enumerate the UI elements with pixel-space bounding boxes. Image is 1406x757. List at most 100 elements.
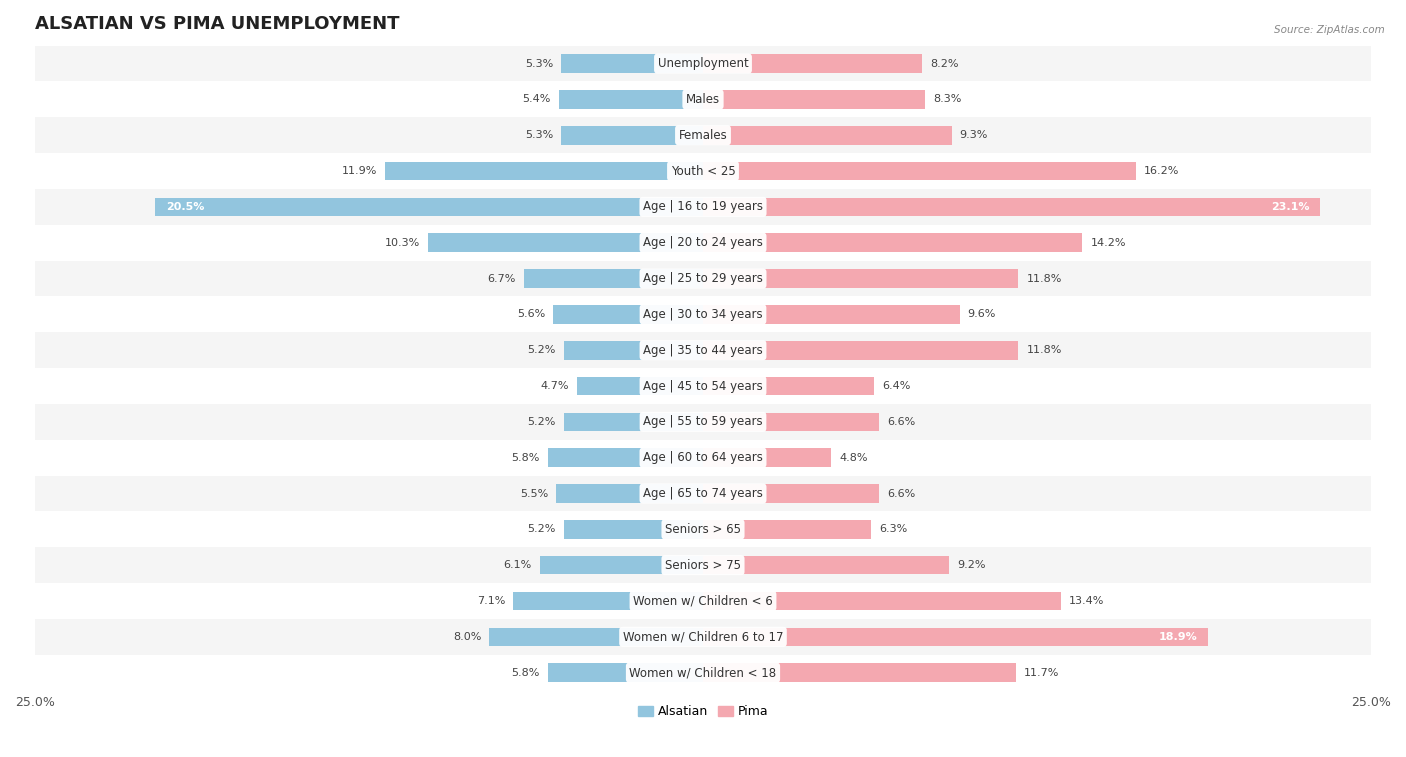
Text: 6.1%: 6.1% xyxy=(503,560,531,570)
Bar xyxy=(35,117,1371,153)
Text: Age | 30 to 34 years: Age | 30 to 34 years xyxy=(643,308,763,321)
Bar xyxy=(35,583,1371,619)
Bar xyxy=(35,153,1371,189)
Text: 11.8%: 11.8% xyxy=(1026,273,1062,284)
Text: 11.7%: 11.7% xyxy=(1024,668,1059,678)
Bar xyxy=(703,377,875,395)
Bar xyxy=(35,297,1371,332)
Bar xyxy=(703,233,1083,252)
Text: 5.3%: 5.3% xyxy=(524,130,554,140)
Bar xyxy=(35,547,1371,583)
Text: 5.8%: 5.8% xyxy=(512,453,540,463)
Text: 9.2%: 9.2% xyxy=(957,560,986,570)
Bar xyxy=(703,556,949,575)
Bar xyxy=(703,663,1015,682)
Bar xyxy=(564,413,703,431)
Text: 20.5%: 20.5% xyxy=(166,202,204,212)
Text: 11.8%: 11.8% xyxy=(1026,345,1062,355)
Text: 7.1%: 7.1% xyxy=(477,596,505,606)
Text: Unemployment: Unemployment xyxy=(658,57,748,70)
Text: 6.6%: 6.6% xyxy=(887,488,915,499)
Text: Source: ZipAtlas.com: Source: ZipAtlas.com xyxy=(1274,25,1385,35)
Text: 5.5%: 5.5% xyxy=(520,488,548,499)
Text: 5.4%: 5.4% xyxy=(522,95,551,104)
Text: 6.7%: 6.7% xyxy=(488,273,516,284)
Text: 6.4%: 6.4% xyxy=(882,381,911,391)
Text: 6.3%: 6.3% xyxy=(879,525,908,534)
Bar xyxy=(155,198,703,217)
Text: 11.9%: 11.9% xyxy=(342,166,377,176)
Bar xyxy=(703,55,922,73)
Bar xyxy=(35,655,1371,690)
Bar xyxy=(703,413,879,431)
Text: 10.3%: 10.3% xyxy=(384,238,420,248)
Text: 8.2%: 8.2% xyxy=(931,58,959,69)
Bar xyxy=(703,484,879,503)
Text: 5.3%: 5.3% xyxy=(524,58,554,69)
Bar xyxy=(564,341,703,360)
Bar xyxy=(703,341,1018,360)
Bar xyxy=(35,45,1371,82)
Bar xyxy=(703,90,925,109)
Text: Age | 55 to 59 years: Age | 55 to 59 years xyxy=(643,416,763,428)
Legend: Alsatian, Pima: Alsatian, Pima xyxy=(633,700,773,723)
Bar xyxy=(35,189,1371,225)
Bar xyxy=(703,448,831,467)
Text: 6.6%: 6.6% xyxy=(887,417,915,427)
Text: Age | 35 to 44 years: Age | 35 to 44 years xyxy=(643,344,763,357)
Bar xyxy=(35,368,1371,404)
Text: 18.9%: 18.9% xyxy=(1159,632,1198,642)
Bar xyxy=(554,305,703,324)
Bar xyxy=(548,448,703,467)
Bar xyxy=(703,198,1320,217)
Text: Males: Males xyxy=(686,93,720,106)
Text: Women w/ Children 6 to 17: Women w/ Children 6 to 17 xyxy=(623,631,783,643)
Bar xyxy=(35,225,1371,260)
Bar xyxy=(35,260,1371,297)
Bar xyxy=(427,233,703,252)
Text: ALSATIAN VS PIMA UNEMPLOYMENT: ALSATIAN VS PIMA UNEMPLOYMENT xyxy=(35,15,399,33)
Text: 8.0%: 8.0% xyxy=(453,632,481,642)
Text: Women w/ Children < 6: Women w/ Children < 6 xyxy=(633,594,773,608)
Bar xyxy=(564,520,703,539)
Bar xyxy=(35,512,1371,547)
Bar xyxy=(558,90,703,109)
Bar xyxy=(35,404,1371,440)
Text: Age | 25 to 29 years: Age | 25 to 29 years xyxy=(643,272,763,285)
Bar xyxy=(703,592,1062,610)
Text: 5.8%: 5.8% xyxy=(512,668,540,678)
Bar xyxy=(35,619,1371,655)
Bar xyxy=(35,82,1371,117)
Bar xyxy=(578,377,703,395)
Text: Youth < 25: Youth < 25 xyxy=(671,164,735,178)
Bar xyxy=(555,484,703,503)
Bar xyxy=(703,126,952,145)
Bar xyxy=(35,332,1371,368)
Text: 9.3%: 9.3% xyxy=(959,130,988,140)
Bar xyxy=(703,269,1018,288)
Bar xyxy=(703,520,872,539)
Text: 23.1%: 23.1% xyxy=(1271,202,1309,212)
Text: 4.8%: 4.8% xyxy=(839,453,868,463)
Bar xyxy=(703,305,959,324)
Text: 5.6%: 5.6% xyxy=(517,310,546,319)
Text: Seniors > 65: Seniors > 65 xyxy=(665,523,741,536)
Text: 13.4%: 13.4% xyxy=(1069,596,1105,606)
Bar xyxy=(561,126,703,145)
Bar xyxy=(540,556,703,575)
Bar xyxy=(561,55,703,73)
Bar xyxy=(385,162,703,180)
Text: 5.2%: 5.2% xyxy=(527,417,555,427)
Bar xyxy=(703,628,1208,646)
Text: 5.2%: 5.2% xyxy=(527,525,555,534)
Text: Women w/ Children < 18: Women w/ Children < 18 xyxy=(630,666,776,679)
Text: Females: Females xyxy=(679,129,727,142)
Bar xyxy=(513,592,703,610)
Bar xyxy=(548,663,703,682)
Text: Age | 20 to 24 years: Age | 20 to 24 years xyxy=(643,236,763,249)
Text: Seniors > 75: Seniors > 75 xyxy=(665,559,741,572)
Text: Age | 65 to 74 years: Age | 65 to 74 years xyxy=(643,487,763,500)
Bar xyxy=(489,628,703,646)
Bar xyxy=(703,162,1136,180)
Text: Age | 16 to 19 years: Age | 16 to 19 years xyxy=(643,201,763,213)
